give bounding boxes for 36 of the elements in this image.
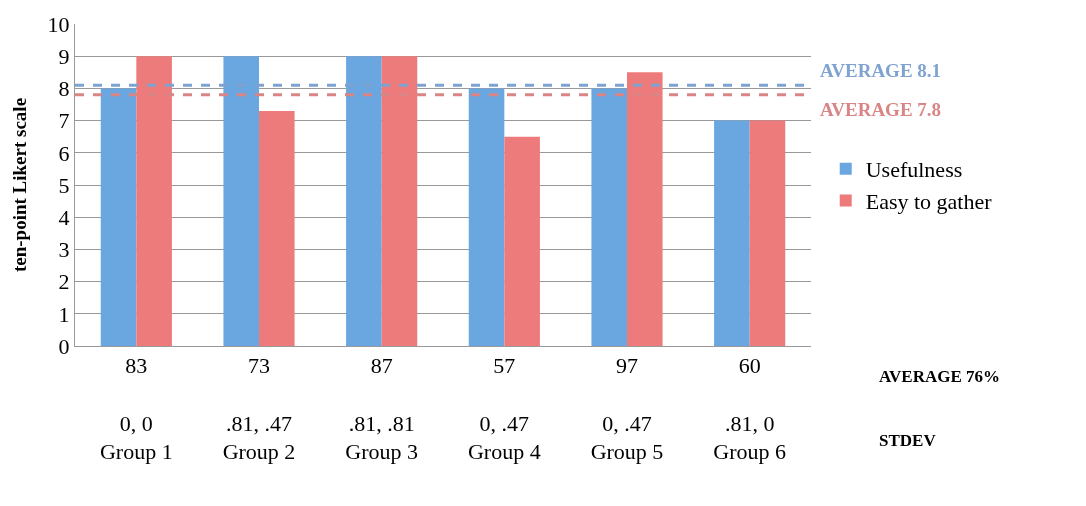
bar bbox=[346, 56, 382, 346]
bar bbox=[381, 56, 418, 346]
category-label: 97 0, .47 Group 5 bbox=[590, 353, 664, 465]
y-tick-label: 3 bbox=[58, 237, 70, 263]
bar bbox=[714, 120, 750, 346]
y-tick-label: 6 bbox=[58, 140, 70, 166]
bar bbox=[100, 88, 137, 346]
bar bbox=[627, 72, 663, 346]
y-tick-label: 2 bbox=[58, 269, 70, 295]
y-tick-label: 10 bbox=[47, 11, 70, 37]
bar bbox=[223, 56, 259, 346]
ref-line-label: AVERAGE 7.8 bbox=[820, 99, 942, 120]
category-label: 87 .81, .81 Group 3 bbox=[345, 353, 419, 465]
legend-label: Easy to gather bbox=[865, 188, 993, 214]
bar bbox=[591, 88, 627, 346]
category-label: 73 .81, .47 Group 2 bbox=[222, 353, 296, 465]
y-tick-label: 0 bbox=[58, 333, 70, 359]
y-tick-label: 5 bbox=[58, 172, 70, 198]
y-tick-label: 1 bbox=[58, 301, 70, 327]
category-label: 60 .81, 0 Group 6 bbox=[713, 353, 787, 465]
text: AVERAGE 76% bbox=[879, 367, 1001, 386]
ref-line-label: AVERAGE 8.1 bbox=[820, 60, 942, 81]
y-tick-label: 4 bbox=[58, 204, 70, 230]
y-tick-label: 9 bbox=[58, 43, 70, 69]
y-tick-label: 8 bbox=[58, 76, 70, 102]
bar bbox=[468, 88, 505, 346]
bar bbox=[136, 56, 172, 346]
y-axis-title: ten-point Likert scale bbox=[9, 97, 31, 273]
text: STDEV bbox=[879, 431, 937, 450]
y-tick-label: 7 bbox=[58, 108, 70, 134]
bar bbox=[749, 120, 786, 346]
legend-label: Usefulness bbox=[865, 157, 963, 183]
category-label: 57 0, .47 Group 4 bbox=[467, 353, 541, 465]
bar bbox=[259, 110, 295, 346]
bar bbox=[504, 136, 540, 346]
category-label: 83 0, 0 Group 1 bbox=[99, 353, 173, 465]
